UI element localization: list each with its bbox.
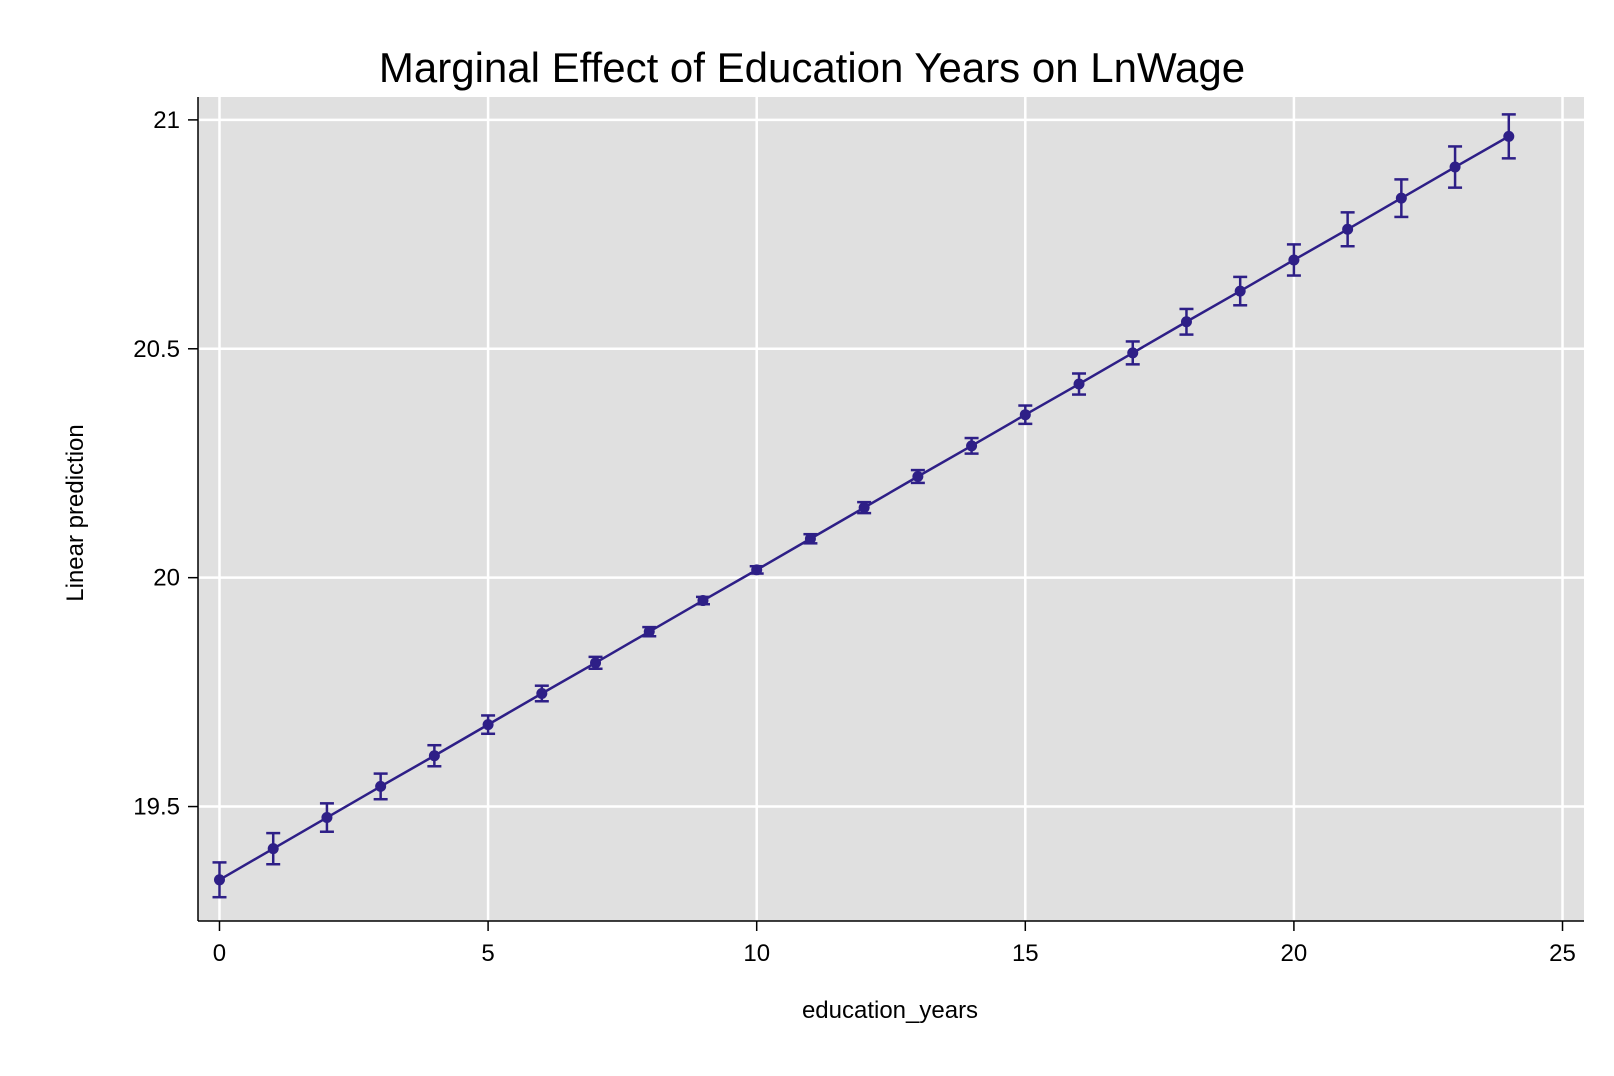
data-point [1234,285,1246,297]
data-point [643,626,655,638]
y-tick-label: 19.5 [133,794,180,821]
data-point [213,874,225,886]
x-tick-label: 25 [1549,940,1576,967]
x-tick-label: 10 [743,940,770,967]
x-tick-label: 20 [1281,940,1308,967]
x-tick-label: 0 [213,940,226,967]
data-point [858,502,870,514]
data-point [482,719,494,731]
data-point [428,750,440,762]
data-point [1449,161,1461,173]
data-point [590,657,602,669]
plot-background [198,97,1584,921]
y-tick-label: 20.5 [133,336,180,363]
x-axis-label: education_years [802,997,978,1024]
y-tick-label: 21 [153,107,180,134]
y-axis-label: Linear prediction [62,424,89,601]
data-point [1395,192,1407,204]
data-point [1342,223,1354,235]
data-point [804,533,816,545]
y-tick-label: 20 [153,565,180,592]
data-point [1127,347,1139,359]
data-point [912,470,924,482]
data-point [1019,409,1031,421]
data-point [1180,316,1192,328]
data-point [267,843,279,855]
data-point [536,687,548,699]
data-point [321,812,333,824]
x-tick-label: 15 [1012,940,1039,967]
chart-title: Marginal Effect of Education Years on Ln… [379,44,1245,91]
data-point [1288,254,1300,266]
data-point [751,564,763,576]
data-point [1503,130,1515,142]
x-tick-label: 5 [481,940,494,967]
data-point [697,595,709,607]
data-point [1073,378,1085,390]
data-point [966,440,978,452]
data-point [375,780,387,792]
